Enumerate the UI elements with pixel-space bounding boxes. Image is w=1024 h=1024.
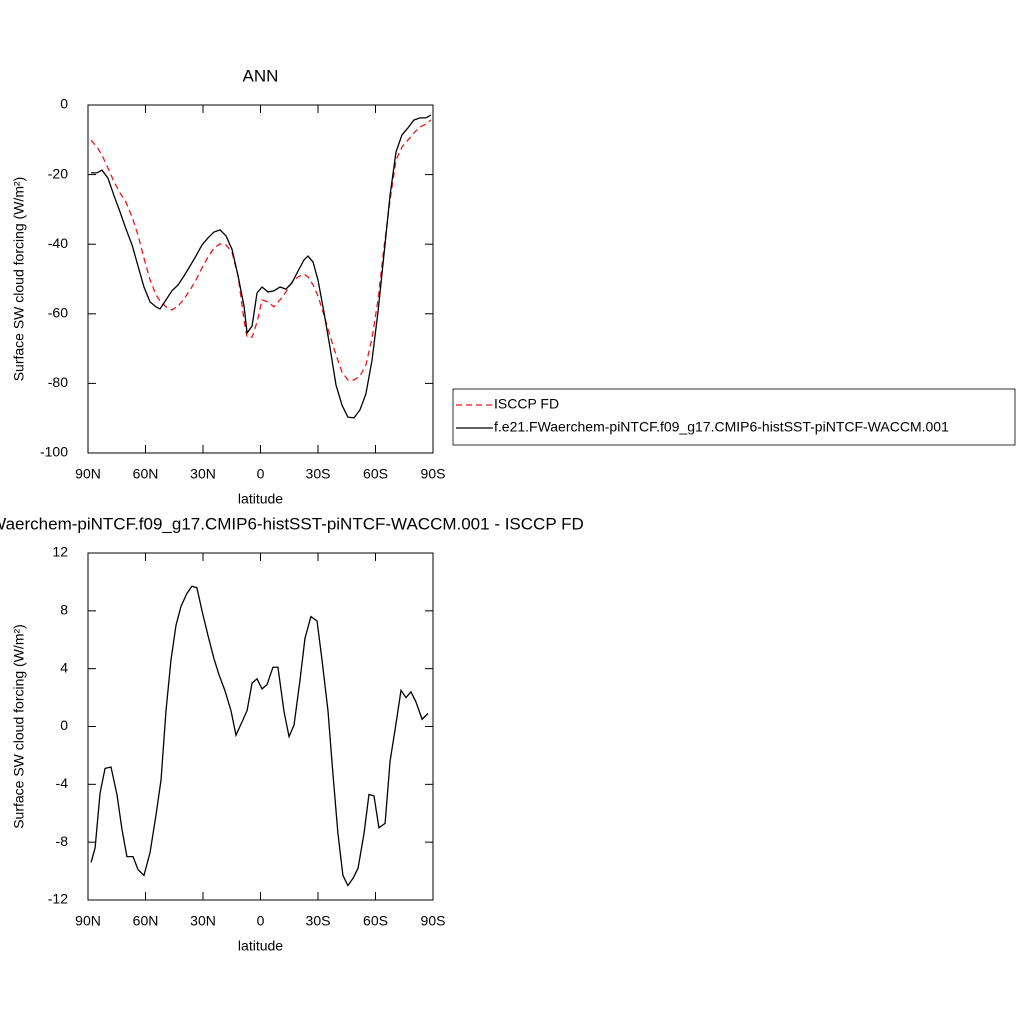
x-tick-label: 90S	[421, 913, 446, 929]
x-tick-label: 90S	[421, 466, 446, 482]
y-tick-label: 8	[60, 602, 68, 618]
x-tick-label: 90N	[75, 466, 101, 482]
x-tick-label: 60N	[133, 466, 159, 482]
data-line	[91, 114, 432, 419]
y-tick-label: -40	[48, 235, 68, 251]
legend-label: ISCCP FD	[494, 396, 559, 412]
y-tick-label: 0	[60, 96, 68, 112]
x-tick-label: 60N	[133, 913, 159, 929]
x-tick-label: 0	[257, 913, 265, 929]
y-tick-label: 0	[60, 717, 68, 733]
x-tick-label: 30S	[306, 913, 331, 929]
x-axis-label: latitude	[238, 491, 283, 507]
data-line	[90, 585, 429, 887]
x-tick-label: 90N	[75, 913, 101, 929]
y-tick-label: -100	[40, 444, 68, 460]
y-axis-label: Surface SW cloud forcing (W/m²)	[11, 624, 27, 829]
y-tick-label: 4	[60, 659, 68, 675]
y-tick-label: -60	[48, 305, 68, 321]
y-tick-label: -8	[56, 833, 69, 849]
x-tick-label: 30N	[190, 466, 216, 482]
y-tick-label: -20	[48, 165, 68, 181]
data-line	[90, 119, 432, 381]
chart-title: ANN	[243, 66, 279, 85]
legend-label: f.e21.FWaerchem-piNTCF.f09_g17.CMIP6-his…	[494, 419, 949, 435]
y-tick-label: -12	[48, 891, 68, 907]
legend-box	[452, 388, 1016, 446]
y-tick-label: -80	[48, 374, 68, 390]
x-axis-label: latitude	[238, 938, 283, 954]
x-tick-label: 30N	[190, 913, 216, 929]
x-tick-label: 0	[257, 466, 265, 482]
x-tick-label: 30S	[306, 466, 331, 482]
plot-frame	[87, 552, 434, 901]
y-axis-label: Surface SW cloud forcing (W/m²)	[11, 177, 27, 382]
chart-title: f.e21.FWaerchem-piNTCF.f09_g17.CMIP6-his…	[0, 514, 584, 533]
x-tick-label: 60S	[363, 466, 388, 482]
y-tick-label: 12	[52, 544, 68, 560]
y-tick-label: -4	[56, 775, 69, 791]
x-tick-label: 60S	[363, 913, 388, 929]
